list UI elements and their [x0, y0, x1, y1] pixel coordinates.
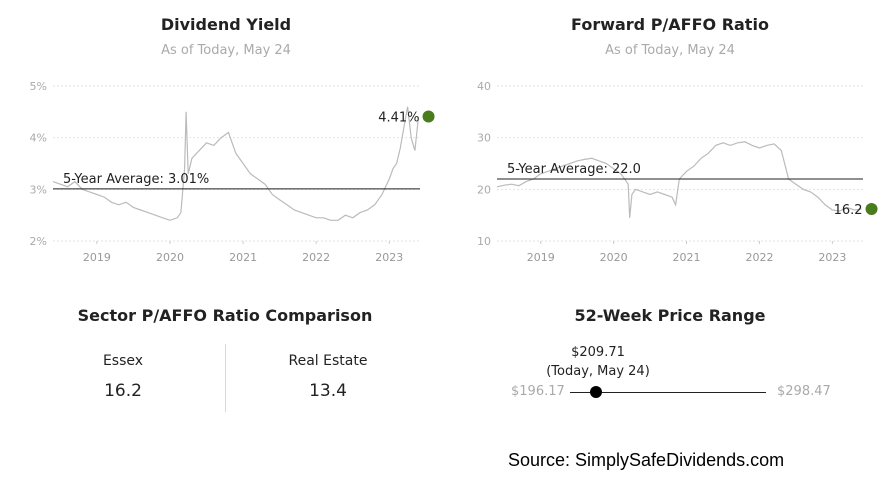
pafo-ratio-current-label: 16.2 — [834, 203, 863, 218]
dividend-yield-series-line — [52, 106, 420, 221]
range-current-marker — [589, 386, 602, 398]
sector-item-real-estate-value: 13.4 — [309, 381, 347, 401]
range-high-label: $298.47 — [777, 384, 831, 399]
pafo-ratio-chart: 10 20 30 40 2019 2020 2021 2022 2023 5-Year Avera… — [477, 80, 878, 264]
dividend-yield-x-tick-label: 2019 — [83, 251, 111, 264]
dividend-yield-subtitle: As of Today, May 24 — [161, 43, 291, 58]
current-price-label: $209.71 — [571, 345, 625, 360]
pafo-ratio-x-tick-label: 2020 — [600, 251, 628, 264]
pafo-ratio-current-marker — [865, 202, 878, 215]
dividend-yield-x-tick-label: 2022 — [302, 251, 330, 264]
source-credit: Source: SimplySafeDividends.com — [508, 450, 785, 470]
dividend-yield-x-tick-label: 2021 — [229, 251, 257, 264]
dividend-yield-y-tick-label: 2% — [30, 235, 47, 248]
dividend-yield-y-tick-label: 5% — [30, 80, 47, 93]
dividend-yield-x-tick-label: 2023 — [375, 251, 403, 264]
range-track — [570, 392, 766, 393]
pafo-ratio-x-tick-label: 2023 — [818, 251, 846, 264]
sector-comparison-title: Sector P/AFFO Ratio Comparison — [77, 306, 373, 325]
pafo-ratio-y-tick-label: 20 — [477, 183, 491, 196]
pafo-ratio-x-tick-label: 2021 — [673, 251, 701, 264]
pafo-ratio-subtitle: As of Today, May 24 — [605, 43, 735, 58]
dividend-yield-y-tick-label: 4% — [30, 132, 47, 145]
sector-divider — [225, 344, 226, 412]
pafo-ratio-series-line — [496, 141, 862, 218]
dividend-yield-x-tick-label: 2020 — [156, 251, 184, 264]
pafo-ratio-y-tick-label: 10 — [477, 235, 491, 248]
pafo-ratio-average-label: 5-Year Average: 22.0 — [507, 162, 641, 177]
dividend-yield-average-label: 5-Year Average: 3.01% — [63, 172, 209, 187]
range-low-label: $196.17 — [511, 384, 565, 399]
dividend-yield-current-label: 4.41% — [378, 110, 419, 125]
sector-item-essex-value: 16.2 — [104, 381, 142, 401]
dividend-yield-chart: 2% 3% 4% 5% 2019 2020 2021 2022 2023 5-Year Avera… — [30, 80, 435, 264]
sector-item-essex-name: Essex — [102, 353, 144, 369]
dividend-yield-title: Dividend Yield — [160, 15, 292, 34]
dividend-yield-y-tick-label: 3% — [30, 183, 47, 196]
current-price-note: (Today, May 24) — [546, 364, 650, 379]
price-range-title: 52-Week Price Range — [574, 306, 766, 325]
pafo-ratio-y-tick-label: 30 — [477, 132, 491, 145]
dividend-yield-current-marker — [422, 110, 435, 123]
pafo-ratio-x-tick-label: 2022 — [745, 251, 773, 264]
pafo-ratio-x-tick-label: 2019 — [527, 251, 555, 264]
sector-item-real-estate-name: Real Estate — [288, 353, 368, 369]
pafo-ratio-title: Forward P/AFFO Ratio — [571, 15, 769, 34]
pafo-ratio-y-tick-label: 40 — [477, 80, 491, 93]
